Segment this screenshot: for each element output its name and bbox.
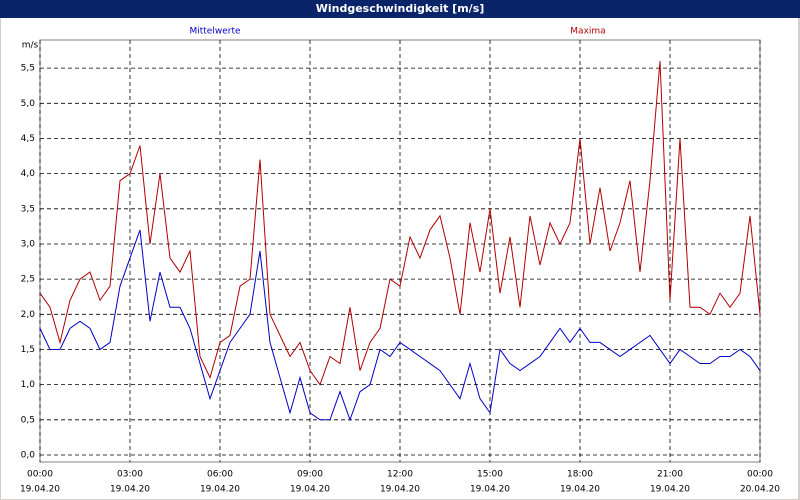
x-tick-label: 00:00 [747,470,773,480]
y-tick-label: 4,5 [21,134,35,144]
chart: m/s 0,0 0,5 1,0 1,5 2,0 2,5 3,0 3,5 4,0 4,5 5,0 5,5 0… [1,18,798,499]
y-tick-label: 1,0 [21,380,36,390]
x-tick-label: 12:00 [387,470,413,480]
legend-entry: Mittelwerte [189,27,240,37]
x-tick-label: 09:00 [297,470,323,480]
x-tick-label: 19.04.20 [380,485,420,495]
y-tick-label: 3,0 [21,239,36,249]
x-tick-label: 19.04.20 [470,485,510,495]
y-tick-label: 5,0 [21,99,36,109]
data-line [39,61,761,386]
data-line [39,229,761,422]
x-tick-label: 19.04.20 [110,485,150,495]
y-axis-label: m/s [22,41,39,51]
x-tick-label: 20.04.20 [740,485,780,495]
x-tick-label: 19.04.20 [560,485,600,495]
x-tick-label: 00:00 [27,470,53,480]
x-tick-label: 19.04.20 [650,485,690,495]
x-tick-label: 19.04.20 [200,485,240,495]
title-bar: Windgeschwindigkeit [m/s] [0,0,800,18]
x-tick-label: 21:00 [657,470,683,480]
chart-background [1,18,798,499]
y-tick-label: 0,0 [21,450,36,460]
y-tick-label: 3,5 [21,204,35,214]
x-tick-label: 19.04.20 [290,485,330,495]
x-tick-label: 19.04.20 [20,485,60,495]
y-tick-label: 2,0 [21,310,36,320]
x-tick-label: 06:00 [207,470,233,480]
y-tick-label: 1,5 [21,345,35,355]
y-tick-label: 2,5 [21,275,35,285]
legend-entry: Maxima [570,27,605,37]
x-tick-label: 03:00 [117,470,143,480]
y-tick-label: 0,5 [21,415,35,425]
y-tick-label: 4,0 [21,169,36,179]
y-tick-label: 5,5 [21,64,35,74]
x-tick-label: 15:00 [477,470,503,480]
x-tick-label: 18:00 [567,470,593,480]
